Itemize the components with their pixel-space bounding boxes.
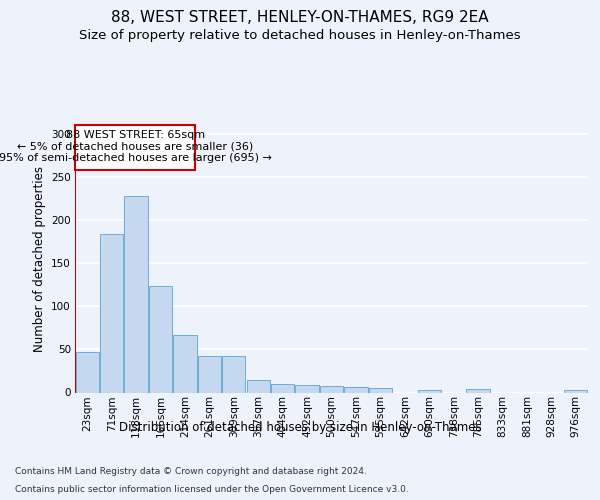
Text: 95% of semi-detached houses are larger (695) →: 95% of semi-detached houses are larger (… <box>0 154 272 164</box>
Bar <box>271 384 294 392</box>
Bar <box>124 196 148 392</box>
Bar <box>222 356 245 392</box>
Text: Size of property relative to detached houses in Henley-on-Thames: Size of property relative to detached ho… <box>79 29 521 42</box>
Bar <box>418 390 441 392</box>
Y-axis label: Number of detached properties: Number of detached properties <box>32 166 46 352</box>
Text: Contains public sector information licensed under the Open Government Licence v3: Contains public sector information licen… <box>15 485 409 494</box>
Bar <box>247 380 270 392</box>
Bar <box>466 389 490 392</box>
Bar <box>320 386 343 392</box>
Bar <box>149 286 172 393</box>
Bar <box>564 390 587 392</box>
Bar <box>173 334 197 392</box>
Bar <box>344 388 368 392</box>
Bar <box>100 234 123 392</box>
Bar <box>369 388 392 392</box>
Bar <box>295 384 319 392</box>
Text: 88 WEST STREET: 65sqm: 88 WEST STREET: 65sqm <box>65 130 205 140</box>
Text: Distribution of detached houses by size in Henley-on-Thames: Distribution of detached houses by size … <box>119 421 481 434</box>
FancyBboxPatch shape <box>76 125 194 170</box>
Bar <box>198 356 221 392</box>
Bar <box>76 352 99 393</box>
Text: ← 5% of detached houses are smaller (36): ← 5% of detached houses are smaller (36) <box>17 142 253 152</box>
Text: Contains HM Land Registry data © Crown copyright and database right 2024.: Contains HM Land Registry data © Crown c… <box>15 467 367 476</box>
Text: 88, WEST STREET, HENLEY-ON-THAMES, RG9 2EA: 88, WEST STREET, HENLEY-ON-THAMES, RG9 2… <box>111 10 489 25</box>
